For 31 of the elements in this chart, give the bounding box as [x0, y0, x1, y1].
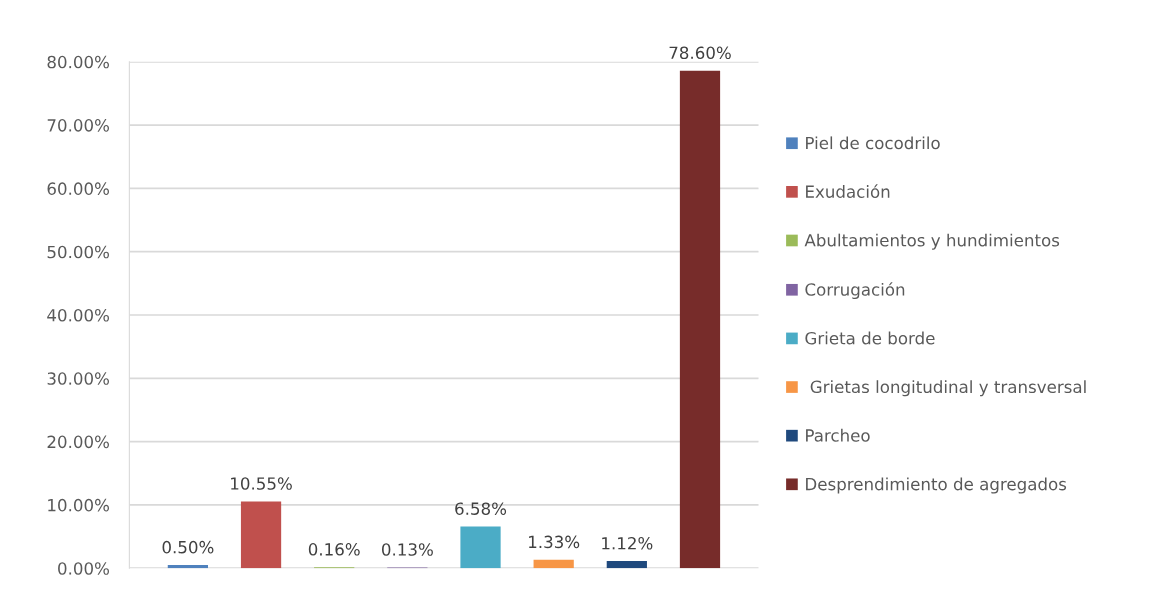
y-tick-label: 0.00%: [58, 562, 109, 575]
legend-label: Parcheo: [806, 428, 870, 442]
data-label: 1.12%: [602, 536, 653, 550]
data-label: 0.50%: [162, 540, 214, 554]
data-label: 10.55%: [231, 477, 292, 490]
data-label: 0.16%: [308, 543, 360, 556]
legend-label: Exudación: [806, 184, 890, 198]
legend-label: Corrugación: [805, 282, 905, 300]
y-tick-label: 20.00%: [47, 435, 109, 449]
data-label: 0.13%: [381, 543, 433, 556]
y-tick-label: 10.00%: [48, 498, 109, 512]
y-tick-label: 70.00%: [47, 119, 109, 132]
legend-label: Abultamientos y hundimientos: [804, 233, 1060, 250]
bar: [606, 561, 647, 569]
data-label: 6.58%: [455, 502, 507, 515]
bar: [533, 559, 574, 569]
y-tick-label: 40.00%: [47, 308, 109, 322]
data-label: 78.60%: [669, 46, 731, 60]
bar: [679, 70, 721, 569]
bar: [167, 565, 209, 569]
legend-label: Grieta de borde: [805, 331, 935, 345]
y-tick-label: 80.00%: [47, 55, 109, 69]
legend-label: Desprendimiento de agregados: [806, 477, 1067, 494]
legend-label: Grietas longitudinal y transversal: [810, 380, 1086, 397]
data-label: 1.33%: [529, 535, 580, 549]
bar: [240, 501, 282, 569]
y-tick-label: 60.00%: [47, 182, 109, 195]
y-tick-label: 30.00%: [47, 372, 109, 385]
y-tick-label: 50.00%: [47, 245, 109, 259]
bar: [460, 526, 501, 569]
legend-label: Piel de cocodrilo: [806, 136, 940, 150]
